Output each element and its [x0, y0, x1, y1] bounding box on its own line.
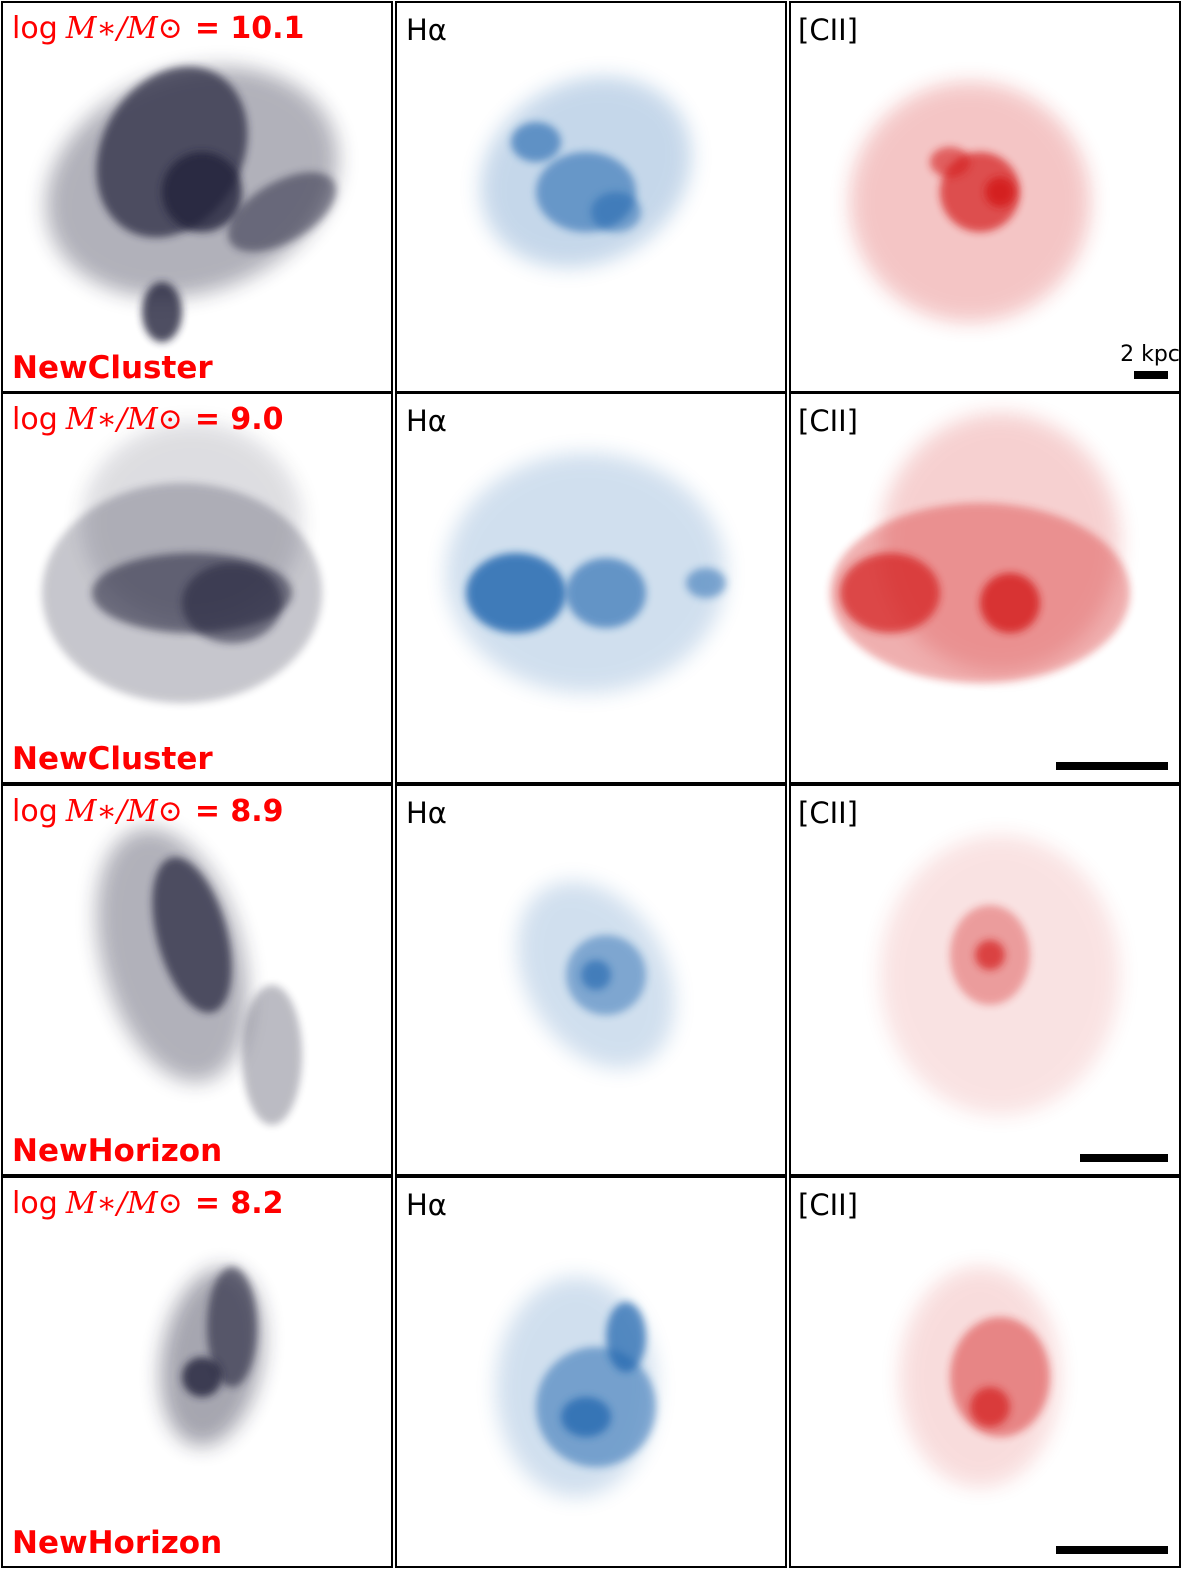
mass-symbol: M∗/M⊙ [65, 794, 183, 829]
galaxy-map [160, 1267, 264, 1447]
line-label: Hα [406, 404, 447, 438]
mass-symbol: M∗/M⊙ [65, 1186, 183, 1221]
panel: log M∗/M⊙ = 9.0 NewCluster [1, 392, 393, 784]
galaxy-map [830, 413, 1130, 683]
galaxy-map [517, 881, 675, 1069]
panel: [CII] 2 kpc [789, 1, 1181, 393]
emission-blob [182, 1357, 222, 1397]
mass-log: log [12, 402, 58, 437]
emission-blob [830, 503, 1130, 683]
panel: Hα [395, 1, 787, 393]
galaxy-map [850, 82, 1090, 322]
emission-blob [985, 177, 1015, 207]
mass-symbol: M∗/M⊙ [65, 11, 183, 46]
panel-frame [1, 784, 393, 1176]
panel-frame [789, 784, 1181, 1176]
emission-blob [970, 1387, 1010, 1427]
panel: [CII] [789, 392, 1181, 784]
emission-blob [182, 563, 282, 643]
panel-frame [395, 784, 787, 1176]
line-label: [CII] [798, 1188, 858, 1222]
emission-blob [207, 1267, 257, 1387]
line-label: [CII] [798, 796, 858, 830]
simulation-name: NewHorizon [12, 1525, 222, 1561]
panel: log M∗/M⊙ = 8.9 NewHorizon [1, 784, 393, 1176]
mass-log: log [12, 11, 58, 46]
mass-label: log M∗/M⊙ = 10.1 [12, 11, 304, 46]
panel-frame [789, 392, 1181, 784]
line-label: Hα [406, 796, 447, 830]
galaxy-map [446, 453, 726, 693]
line-label: Hα [406, 1188, 447, 1222]
emission-blob [930, 147, 970, 177]
panel-frame [789, 1176, 1181, 1568]
galaxy-map [46, 66, 338, 342]
simulation-name: NewCluster [12, 350, 213, 386]
panel-frame [395, 392, 787, 784]
mass-label: log M∗/M⊙ = 8.2 [12, 1186, 284, 1221]
mass-label: log M∗/M⊙ = 9.0 [12, 402, 284, 437]
simulation-name: NewCluster [12, 741, 213, 777]
scale-bar [1080, 1154, 1168, 1162]
line-label: [CII] [798, 404, 858, 438]
line-label: [CII] [798, 13, 858, 47]
mass-value: = 9.0 [195, 402, 284, 437]
mass-log: log [12, 794, 58, 829]
panel: Hα [395, 784, 787, 1176]
panel: log M∗/M⊙ = 10.1 NewCluster [1, 1, 393, 393]
panel-frame [1, 392, 393, 784]
scale-bar [1056, 762, 1168, 770]
emission-blob [591, 192, 641, 232]
galaxy-map [42, 423, 322, 703]
emission-blob [152, 857, 232, 1013]
emission-blob [561, 1397, 611, 1437]
emission-blob [980, 573, 1040, 633]
emission-blob [242, 985, 302, 1125]
panel: [CII] [789, 784, 1181, 1176]
mass-value: = 8.9 [195, 794, 284, 829]
emission-blob [606, 1302, 646, 1372]
line-label: Hα [406, 13, 447, 47]
scale-bar [1134, 371, 1168, 379]
galaxy-map [480, 76, 692, 268]
galaxy-map [496, 1277, 656, 1497]
emission-blob [142, 282, 182, 342]
panel: Hα [395, 392, 787, 784]
emission-blob [162, 152, 242, 232]
emission-blob [975, 940, 1005, 970]
mass-log: log [12, 1186, 58, 1221]
emission-blob [840, 553, 940, 633]
scale-label: 2 kpc [1120, 342, 1180, 367]
mass-value: = 10.1 [195, 11, 305, 46]
panel: log M∗/M⊙ = 8.2 NewHorizon [1, 1176, 393, 1568]
emission-blob [227, 172, 337, 252]
mass-value: = 8.2 [195, 1186, 284, 1221]
emission-blob [581, 960, 611, 990]
panel-frame [1, 1176, 393, 1568]
emission-blob [511, 122, 561, 162]
mass-label: log M∗/M⊙ = 8.9 [12, 794, 284, 829]
emission-blob [466, 553, 566, 633]
galaxy-map [900, 1267, 1060, 1487]
galaxy-map [880, 835, 1120, 1115]
galaxy-map [96, 828, 302, 1125]
panel: Hα [395, 1176, 787, 1568]
simulation-name: NewHorizon [12, 1133, 222, 1169]
panel: [CII] [789, 1176, 1181, 1568]
panel-frame [395, 1176, 787, 1568]
emission-blob [566, 558, 646, 628]
mass-symbol: M∗/M⊙ [65, 402, 183, 437]
scale-bar [1056, 1546, 1168, 1554]
emission-blob [686, 568, 726, 598]
